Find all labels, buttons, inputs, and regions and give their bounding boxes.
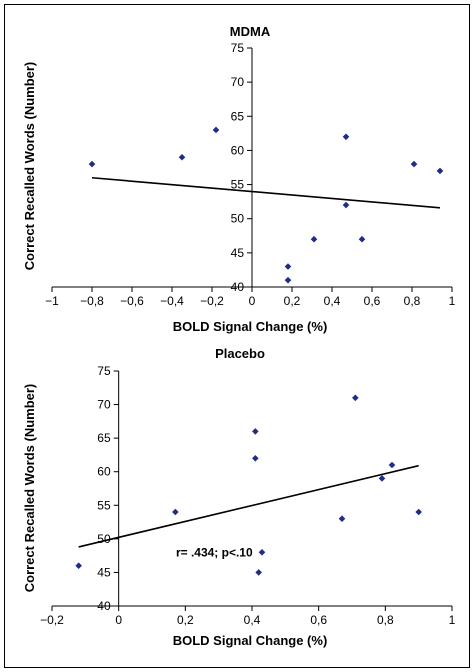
placebo-data-point [172, 508, 179, 516]
mdma-x-tick-label: 0,8 [404, 294, 421, 308]
mdma-y-tick-label: 40 [231, 280, 245, 294]
placebo-y-tick-label: 65 [97, 431, 111, 445]
placebo-x-tick-label: 0,6 [310, 613, 327, 627]
placebo-y-tick-label: 75 [97, 364, 111, 378]
mdma-x-tick-label: 0,4 [324, 294, 341, 308]
mdma-y-tick-label: 45 [231, 246, 245, 260]
placebo-x-tick-label: 0,2 [177, 613, 194, 627]
mdma-y-tick-label: 75 [231, 41, 245, 55]
mdma-data-point [212, 126, 220, 134]
mdma-x-tick-label: 1 [449, 294, 456, 308]
placebo-x-tick-label: 0 [115, 613, 122, 627]
mdma-y-tick-label: 60 [231, 143, 245, 157]
mdma-x-tick-label: 0,6 [364, 294, 381, 308]
placebo-data-point [388, 461, 396, 469]
mdma-x-tick-label: −0,8 [80, 294, 104, 308]
placebo-y-tick-label: 60 [97, 465, 111, 479]
mdma-x-tick-label: −0,2 [200, 294, 224, 308]
placebo-x-tick-label: −0,2 [40, 613, 64, 627]
mdma-x-tick-label: 0,2 [284, 294, 301, 308]
placebo-y-tick-label: 55 [97, 498, 111, 512]
mdma-data-point [284, 263, 292, 270]
mdma-y-tick-label: 70 [231, 75, 245, 89]
placebo-x-tick-label: 0,8 [377, 613, 394, 627]
placebo-data-point [258, 548, 266, 556]
mdma-data-point [88, 160, 96, 168]
mdma-data-point [178, 153, 186, 161]
placebo-data-point [338, 515, 346, 523]
mdma-data-point [342, 133, 350, 141]
placebo-y-tick-label: 50 [97, 532, 111, 546]
mdma-x-tick-label: 0 [249, 294, 256, 308]
mdma-x-tick-label: −0,6 [120, 294, 144, 308]
placebo-data-point [252, 428, 259, 435]
mdma-x-tick-label: −1 [45, 294, 59, 308]
placebo-y-tick-label: 45 [97, 565, 111, 579]
mdma-y-tick-label: 55 [231, 178, 245, 192]
placebo-y-axis-label: Correct Recalled Words (Number) [22, 384, 37, 593]
mdma-x-tick-label: −0,4 [160, 294, 184, 308]
placebo-x-tick-label: 0,4 [244, 613, 261, 627]
placebo-chart: Placebo BOLD Signal Change (%) Correct R… [22, 346, 456, 648]
mdma-y-tick-label: 65 [231, 109, 245, 123]
placebo-data-point [352, 394, 359, 402]
placebo-y-tick-label: 70 [97, 398, 111, 412]
mdma-trend-line [91, 176, 441, 209]
figure-frame [4, 4, 470, 668]
mdma-chart-title: MDMA [230, 24, 271, 39]
placebo-data-point [378, 475, 386, 482]
placebo-annotation: r= .434; p<.10 [176, 545, 253, 559]
mdma-data-point [410, 160, 418, 168]
mdma-x-axis-label: BOLD Signal Change (%) [173, 319, 328, 334]
mdma-data-point [436, 167, 444, 175]
mdma-data-point [342, 201, 350, 209]
mdma-chart: MDMA BOLD Signal Change (%) Correct Reca… [22, 24, 456, 334]
placebo-chart-title: Placebo [215, 346, 265, 361]
mdma-y-axis-label: Correct Recalled Words (Number) [22, 62, 37, 271]
placebo-data-point [252, 454, 259, 462]
mdma-data-point [358, 235, 366, 243]
placebo-data-point [255, 569, 262, 576]
placebo-data-point [75, 562, 82, 570]
mdma-y-tick-label: 50 [231, 212, 245, 226]
placebo-x-tick-label: 1 [449, 613, 456, 627]
mdma-data-point [284, 276, 292, 284]
placebo-y-tick-label: 40 [97, 599, 111, 613]
mdma-data-point [310, 235, 318, 243]
placebo-data-point [415, 508, 422, 516]
placebo-x-axis-label: BOLD Signal Change (%) [173, 633, 328, 648]
placebo-trend-line [78, 464, 419, 548]
